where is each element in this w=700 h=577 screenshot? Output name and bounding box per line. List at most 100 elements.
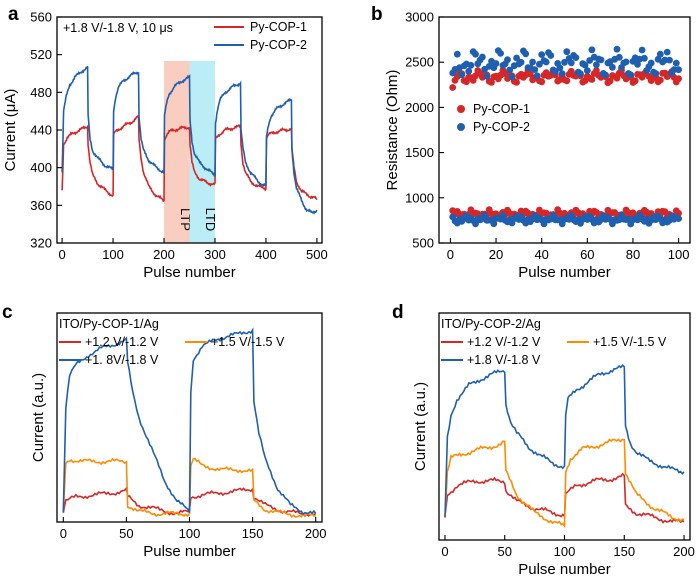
data-point xyxy=(449,84,457,91)
x-tick-label: 100 xyxy=(102,247,124,262)
data-point xyxy=(506,66,514,74)
y-axis-label: Resistance (Ohm) xyxy=(384,70,401,191)
data-point xyxy=(577,70,584,78)
data-point xyxy=(483,73,491,80)
data-point xyxy=(675,75,682,83)
data-point xyxy=(529,58,536,66)
data-point xyxy=(609,63,616,71)
plot-frame xyxy=(438,16,691,244)
data-point xyxy=(479,53,486,61)
x-axis-label: Pulse number xyxy=(143,264,236,281)
x-axis-label: Pulse number xyxy=(143,543,236,560)
data-point xyxy=(652,70,660,77)
x-tick-label: 100 xyxy=(554,544,576,559)
panel-a-axes: 0 100 200 300 400 500 320 360 400 440 480 520 560 Pul… xyxy=(2,4,328,281)
y-axis-label: Current (a.u.) xyxy=(412,382,429,471)
panel-letter: c xyxy=(2,302,13,323)
region-label: LTP xyxy=(178,208,193,231)
series-line--1-5-V-1-5-V xyxy=(444,438,685,529)
data-point xyxy=(656,50,664,58)
x-tick-label: 0 xyxy=(441,544,448,559)
data-point xyxy=(606,77,614,85)
chart-title: ITO/Py-COP-2/Ag xyxy=(441,317,541,331)
data-point xyxy=(538,78,546,86)
x-tick-label: 100 xyxy=(179,526,201,541)
y-tick-label: 400 xyxy=(30,160,52,175)
data-point xyxy=(561,58,568,66)
data-point xyxy=(593,61,600,69)
data-point xyxy=(613,45,621,53)
data-point xyxy=(488,78,495,86)
y-tick-label: 3000 xyxy=(405,10,434,25)
x-axis-label: Pulse number xyxy=(518,561,611,577)
data-point xyxy=(631,77,639,85)
data-point xyxy=(497,50,504,57)
x-tick-label: 200 xyxy=(305,526,327,541)
y-tick-label: 1500 xyxy=(405,145,434,160)
legend-marker xyxy=(457,123,465,131)
data-point xyxy=(458,71,466,79)
x-tick-label: 100 xyxy=(668,247,690,262)
panel-letter: a xyxy=(8,4,19,25)
x-tick-label: 60 xyxy=(580,247,594,262)
x-tick-label: 200 xyxy=(153,247,175,262)
data-point xyxy=(481,211,488,219)
data-point xyxy=(663,48,671,56)
data-point xyxy=(531,66,539,73)
data-point xyxy=(656,76,664,84)
data-point xyxy=(453,50,461,58)
data-point xyxy=(472,220,479,228)
x-tick-label: 0 xyxy=(60,526,67,541)
panel-b-axes: 0 20 40 60 80 100 500 1000 1500 2000 2500 3000 Pulse… xyxy=(371,4,691,281)
data-point xyxy=(467,61,475,69)
panel-b-points xyxy=(449,45,682,228)
x-axis-label: Pulse number xyxy=(518,264,611,281)
data-point xyxy=(563,77,571,85)
data-point xyxy=(602,71,609,79)
region-label: LTD xyxy=(203,208,218,232)
data-point xyxy=(472,50,479,58)
data-point xyxy=(581,61,589,69)
annotation: +1.8 V/-1.8 V, 10 μs xyxy=(63,21,173,35)
legend-label: +1.5 V/-1.5 V xyxy=(211,335,285,349)
data-point xyxy=(622,58,630,66)
data-point xyxy=(597,56,605,64)
legend-label: +1.5 V/-1.5 V xyxy=(593,335,667,349)
data-point xyxy=(615,53,623,61)
y-tick-label: 2500 xyxy=(405,55,434,70)
data-point xyxy=(641,54,648,62)
y-tick-label: 500 xyxy=(412,236,434,251)
legend-label: +1. 8V/-1.8 V xyxy=(85,353,159,367)
x-tick-label: 400 xyxy=(255,247,277,262)
x-tick-label: 300 xyxy=(204,247,226,262)
legend-label: Py-COP-1 xyxy=(250,20,307,34)
data-point xyxy=(647,59,655,67)
panel-d-axes: 0 50 100 150 200 Pulse number Current (a.u.) d xyxy=(392,302,695,577)
y-tick-label: 520 xyxy=(30,47,52,62)
data-point xyxy=(627,71,635,79)
data-point xyxy=(583,67,591,74)
series-line-Py-COP-2 xyxy=(61,65,318,215)
data-point xyxy=(490,220,498,228)
x-tick-label: 0 xyxy=(447,247,454,262)
legend-marker xyxy=(457,105,465,113)
panel-letter: b xyxy=(371,4,383,25)
x-tick-label: 50 xyxy=(119,526,133,541)
data-point xyxy=(588,76,596,83)
y-axis-label: Current (a.u.) xyxy=(30,373,47,462)
x-tick-label: 200 xyxy=(673,544,695,559)
y-tick-label: 320 xyxy=(30,236,52,251)
data-point xyxy=(513,54,520,62)
x-tick-label: 500 xyxy=(306,247,328,262)
x-tick-label: 150 xyxy=(613,544,635,559)
x-tick-label: 20 xyxy=(489,247,503,262)
legend-label: +1.2 V/-1.2 V xyxy=(467,335,541,349)
legend-label: +1.8 V/-1.8 V xyxy=(467,353,541,367)
data-point xyxy=(508,73,516,81)
data-point xyxy=(556,64,564,72)
chart-title: ITO/Py-COP-1/Ag xyxy=(59,317,159,331)
data-point xyxy=(492,60,500,67)
data-point xyxy=(504,56,511,64)
y-tick-label: 440 xyxy=(30,123,52,138)
